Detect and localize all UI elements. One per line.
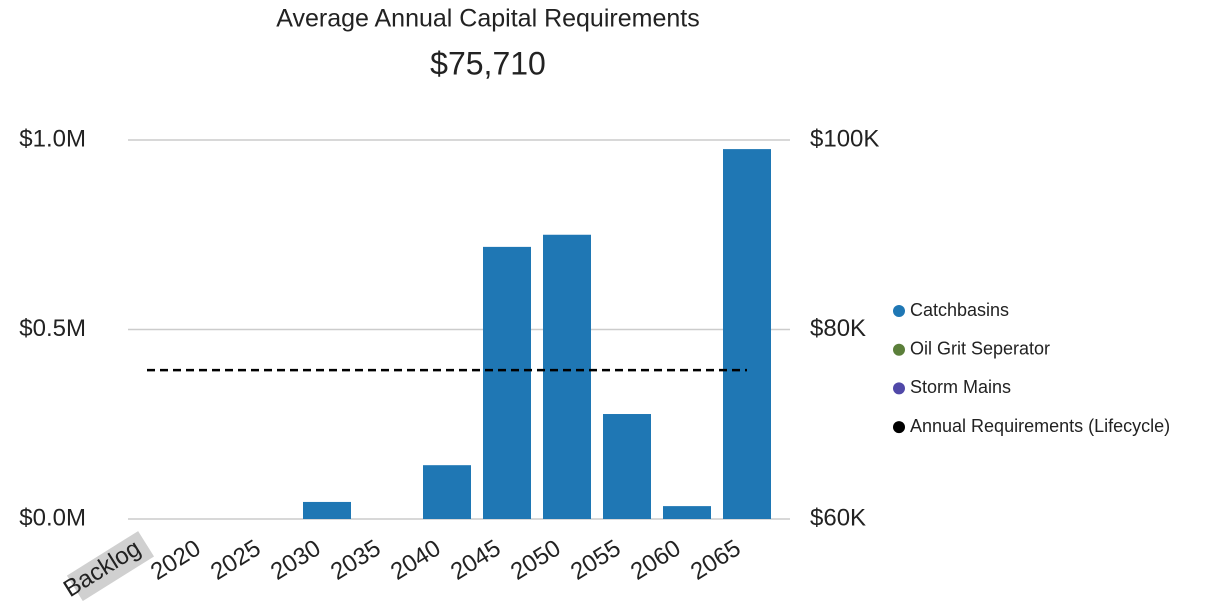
- x-tick-label: 2040: [386, 535, 446, 586]
- bar: [483, 246, 531, 520]
- y-tick-label: $0.0M: [19, 504, 86, 531]
- y2-tick-label: $80K: [810, 315, 866, 342]
- bar: [543, 234, 591, 519]
- legend-marker: [893, 382, 905, 395]
- legend-label: Storm Mains: [910, 377, 1011, 397]
- y-tick-label: $0.5M: [19, 315, 86, 342]
- x-tick-label: 2055: [566, 535, 626, 586]
- legend-label: Catchbasins: [910, 300, 1009, 320]
- x-tick-label: 2030: [266, 535, 326, 586]
- x-tick-label: 2045: [446, 535, 506, 586]
- x-label-highlight: [66, 531, 155, 601]
- x-tick-label: 2025: [206, 535, 266, 586]
- chart-title: Average Annual Capital Requirements: [276, 5, 699, 33]
- x-tick-label: 2065: [686, 535, 746, 586]
- legend-label: Oil Grit Seperator: [910, 338, 1050, 358]
- legend-marker: [893, 343, 905, 356]
- bar: [603, 414, 651, 519]
- legend-marker: [893, 305, 905, 317]
- y2-tick-label: $100K: [810, 125, 879, 152]
- x-tick-label: 2020: [146, 535, 206, 586]
- x-tick-label: 2035: [326, 535, 386, 586]
- x-tick-label: 2050: [506, 535, 566, 586]
- bar: [303, 501, 351, 519]
- chart-subtitle: $75,710: [430, 45, 546, 81]
- x-tick-label: 2060: [626, 535, 686, 586]
- y2-tick-label: $60K: [810, 504, 866, 531]
- legend-marker: [893, 421, 905, 434]
- bar: [423, 465, 471, 519]
- bar: [663, 506, 711, 519]
- bar: [723, 149, 771, 519]
- legend-label: Annual Requirements (Lifecycle): [910, 416, 1170, 436]
- y-tick-label: $1.0M: [19, 125, 86, 152]
